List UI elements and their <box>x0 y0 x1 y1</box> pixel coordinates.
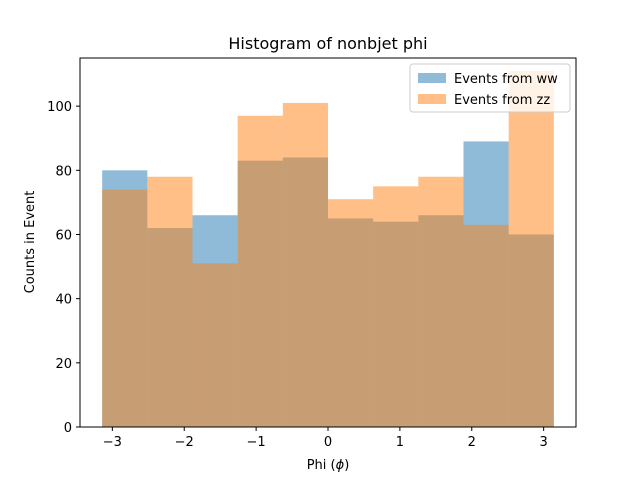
bar-zz-bin-4 <box>237 115 283 427</box>
y-axis-ticks: 0 20 40 60 80 100 <box>47 100 80 436</box>
bar-zz-bin-10 <box>508 70 554 428</box>
y-tick-label: 60 <box>55 228 72 243</box>
x-axis-ticks: −3 −2 −1 0 1 2 3 <box>103 427 548 450</box>
y-axis-label: Counts in Event <box>23 191 38 294</box>
bar-zz-bin-7 <box>373 186 419 427</box>
bar-zz-bin-3 <box>192 263 238 427</box>
x-tick-label: 1 <box>396 435 404 450</box>
bar-zz-bin-5 <box>282 102 328 427</box>
y-tick-label: 20 <box>55 357 72 372</box>
legend-label-ww: Events from ww <box>454 72 558 87</box>
x-tick-label: 3 <box>540 435 548 450</box>
x-tick-label: 2 <box>468 435 476 450</box>
bar-zz-bin-2 <box>147 176 193 427</box>
legend-box <box>409 63 571 113</box>
bars-layer <box>102 70 554 428</box>
x-tick-label: −3 <box>103 435 122 450</box>
legend-swatch-zz <box>418 94 446 104</box>
y-tick-label: 100 <box>47 100 72 115</box>
x-tick-label: −2 <box>175 435 194 450</box>
bar-zz-bin-1 <box>102 189 148 427</box>
x-tick-label: −1 <box>247 435 266 450</box>
y-tick-label: 0 <box>64 421 72 436</box>
bar-zz-bin-8 <box>418 176 464 427</box>
y-tick-label: 40 <box>55 293 72 308</box>
legend-swatch-ww <box>418 73 446 83</box>
x-tick-label: 0 <box>324 435 332 450</box>
legend: Events from ww Events from zz <box>409 63 571 113</box>
y-tick-label: 80 <box>55 164 72 179</box>
bar-zz-bin-9 <box>463 224 509 427</box>
chart-title: Histogram of nonbjet phi <box>228 34 427 53</box>
x-axis-label: Phi (ϕ) <box>307 458 350 473</box>
bar-zz-bin-6 <box>328 199 374 427</box>
legend-label-zz: Events from zz <box>454 93 550 108</box>
